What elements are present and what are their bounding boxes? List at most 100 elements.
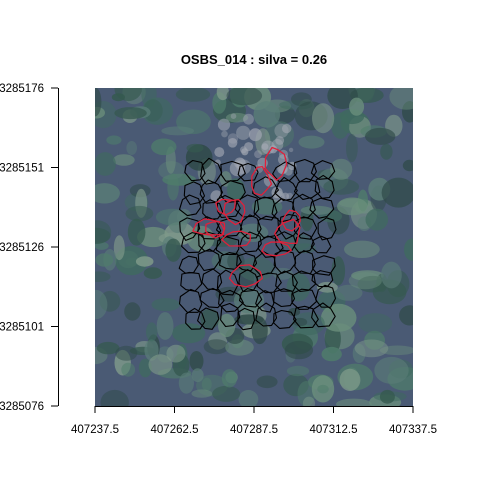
predicted-crown: [273, 249, 297, 274]
x-tick-label: 407262.5: [151, 424, 199, 436]
canopy-patch: [379, 389, 395, 404]
chart-title: OSBS_014 : silva = 0.26: [181, 52, 327, 67]
predicted-crown: [257, 215, 280, 239]
predicted-crown: [271, 198, 296, 223]
predicted-crown: [273, 288, 296, 308]
canopy-patch: [138, 358, 152, 378]
canopy-patch: [298, 135, 325, 149]
predicted-crown: [184, 159, 206, 182]
predicted-crown: [215, 217, 243, 237]
canopy-patch: [126, 141, 137, 155]
canopy-patch: [178, 372, 194, 394]
reference-crown: [205, 220, 225, 239]
canopy-patch: [175, 88, 211, 102]
canopy-patch: [253, 101, 281, 128]
canopy-patch: [200, 308, 220, 329]
canopy-patch: [95, 253, 114, 267]
predicted-crown: [238, 288, 263, 308]
predicted-crown: [179, 217, 201, 241]
canopy-patch: [365, 208, 389, 231]
crown-polygons: [178, 146, 337, 331]
predicted-crown: [293, 158, 317, 183]
canopy-patch: [337, 197, 368, 216]
canopy-patch: [330, 158, 353, 180]
canopy-patch: [321, 346, 342, 362]
canopy-patch: [365, 127, 396, 145]
predicted-crown: [317, 217, 337, 241]
canopy-patch: [125, 205, 154, 222]
canopy-patch: [216, 88, 229, 101]
ground-patch: [221, 130, 228, 138]
canopy-patch: [203, 339, 229, 355]
canopy-patch: [348, 272, 382, 290]
canopy-patch: [95, 271, 111, 282]
reference-crown: [221, 230, 252, 247]
predicted-crown: [218, 289, 244, 313]
y-tick-label: 3285176: [0, 83, 44, 95]
y-tick-label: 3285076: [0, 401, 44, 413]
ground-patch: [284, 167, 293, 176]
ground-patch: [275, 136, 285, 145]
predicted-crown: [291, 270, 317, 293]
ground-patch: [217, 118, 231, 131]
canopy-patch: [381, 261, 402, 289]
canopy-patch: [339, 368, 361, 391]
canopy-patch: [221, 369, 237, 388]
canopy-patch: [344, 240, 380, 258]
canopy-patch: [146, 322, 158, 342]
canopy-patch: [379, 345, 413, 356]
x-tick-label: 407337.5: [389, 424, 437, 436]
canopy-patch: [95, 183, 120, 204]
predicted-crown: [238, 269, 260, 293]
canopy-patch: [402, 159, 413, 172]
ground-patch: [274, 123, 289, 138]
predicted-crown: [178, 194, 202, 217]
ground-patch: [243, 113, 254, 125]
ground-patch: [227, 138, 238, 148]
predicted-crown: [215, 236, 240, 256]
canopy-patch: [212, 385, 241, 402]
reference-crown: [251, 165, 273, 196]
predicted-crown: [216, 269, 239, 296]
canopy-patch: [293, 317, 308, 327]
canopy-patch: [300, 205, 333, 215]
ground-patch: [261, 143, 269, 151]
predicted-crown: [199, 287, 225, 309]
canopy-patch: [100, 389, 129, 406]
canopy-patch: [372, 279, 407, 305]
canopy-patch: [349, 97, 365, 116]
canopy-patch: [399, 305, 413, 326]
canopy-patch: [331, 256, 346, 286]
canopy-patch: [95, 227, 111, 244]
canopy-patch: [166, 344, 186, 363]
x-tick-label: 407312.5: [310, 424, 358, 436]
ground-patch: [269, 145, 278, 154]
canopy-patch: [191, 368, 204, 383]
predicted-crown: [239, 214, 262, 239]
canopy-patch: [219, 171, 232, 187]
predicted-crown: [218, 252, 242, 270]
canopy-patch: [381, 177, 413, 208]
y-axis: 3285076 3285101 3285126 3285151 3285176: [0, 83, 59, 413]
reference-crown: [281, 209, 301, 232]
reference-crown: [223, 198, 246, 226]
canopy-patch: [106, 135, 122, 145]
canopy-patch: [251, 317, 268, 345]
canopy-patch: [114, 107, 147, 120]
canopy-patch: [354, 339, 389, 358]
canopy-patch: [186, 143, 204, 153]
ground-patch: [288, 147, 294, 153]
predicted-crown: [237, 162, 259, 182]
predicted-crown: [314, 174, 335, 199]
ground-patch: [271, 187, 283, 199]
canopy-patch: [168, 210, 188, 234]
canopy-patch: [358, 313, 393, 334]
canopy-patch: [156, 312, 174, 340]
x-tick-label: 407237.5: [71, 424, 119, 436]
predicted-crown: [311, 302, 336, 328]
ground-patch: [254, 150, 262, 159]
canopy-patch: [95, 88, 102, 117]
reference-crown: [215, 198, 236, 216]
canopy-patch: [352, 343, 366, 363]
